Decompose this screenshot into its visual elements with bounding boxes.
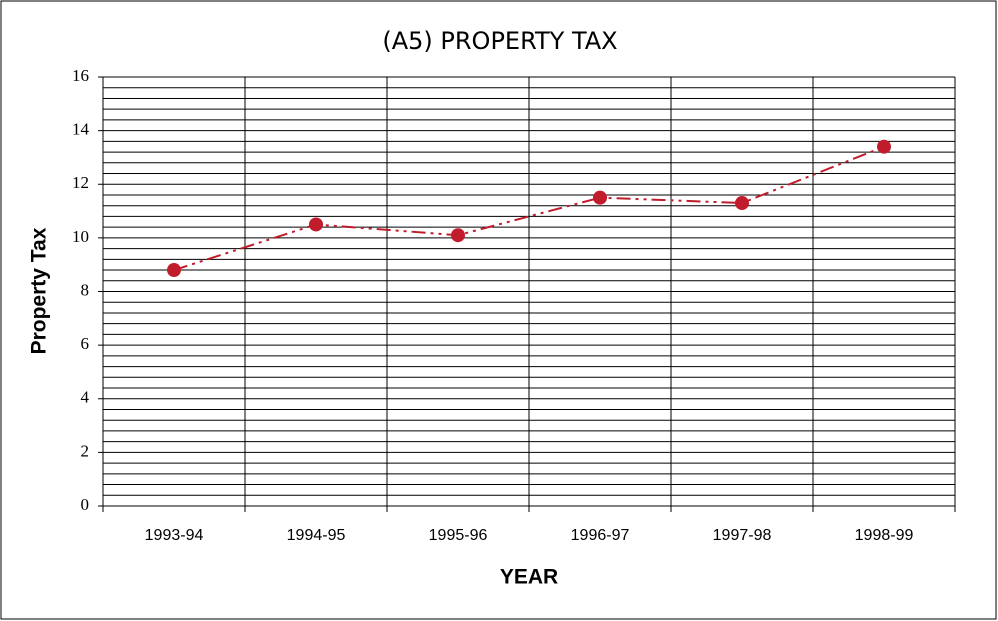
y-tick-label: 6	[81, 334, 90, 353]
y-tick-label: 0	[81, 495, 90, 514]
data-point	[735, 196, 749, 211]
data-point	[309, 217, 323, 232]
y-tick-label: 8	[81, 280, 90, 299]
x-tick-label: 1993-94	[145, 527, 204, 544]
y-tick-label: 16	[72, 66, 89, 85]
y-tick-label: 14	[72, 120, 90, 139]
y-tick-label: 2	[81, 441, 90, 460]
data-point	[877, 139, 891, 154]
x-tick-label: 1994-95	[287, 527, 346, 544]
y-tick-label: 4	[81, 388, 90, 407]
data-point	[451, 228, 465, 243]
x-tick-label: 1998-99	[855, 527, 914, 544]
y-axis-label: Property Tax	[28, 227, 51, 354]
data-line	[173, 145, 885, 272]
data-point	[593, 190, 607, 205]
x-axis-label: YEAR	[500, 566, 558, 589]
data-point	[167, 263, 181, 278]
y-tick-label: 10	[72, 227, 89, 246]
y-tick-label: 12	[72, 173, 89, 192]
chart-title: (A5) PROPERTY TAX	[382, 27, 617, 55]
x-tick-label: 1996-97	[571, 527, 630, 544]
x-tick-label: 1995-96	[429, 527, 488, 544]
x-tick-label: 1997-98	[713, 527, 772, 544]
